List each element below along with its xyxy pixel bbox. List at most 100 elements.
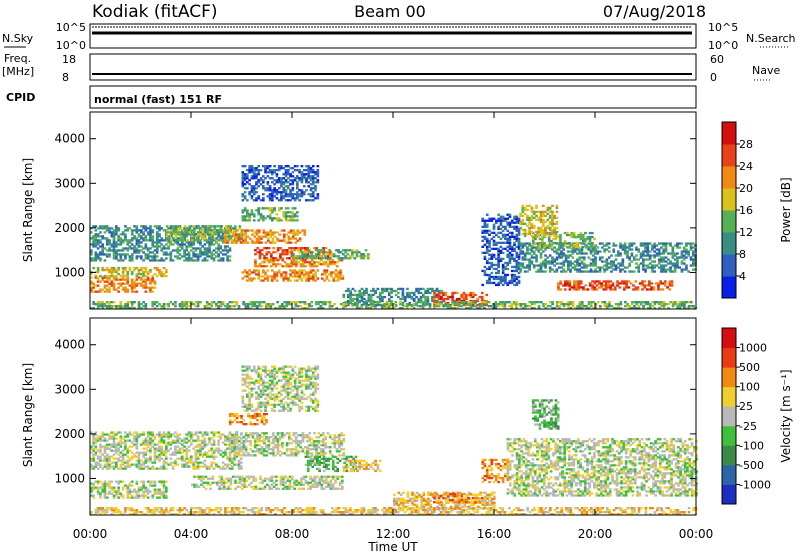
power-cell bbox=[495, 241, 498, 245]
power-cell bbox=[534, 237, 537, 241]
power-cell bbox=[219, 245, 223, 248]
power-cell bbox=[355, 307, 359, 310]
power-cell bbox=[378, 303, 382, 307]
velocity-cell bbox=[142, 467, 145, 470]
power-cell bbox=[683, 303, 686, 306]
power-cell bbox=[548, 232, 552, 236]
velocity-cell bbox=[160, 445, 164, 448]
power-cell bbox=[542, 222, 545, 226]
power-cell bbox=[210, 303, 214, 306]
power-cell bbox=[526, 214, 529, 218]
power-cell bbox=[181, 235, 185, 238]
power-cell bbox=[563, 239, 567, 243]
power-cell bbox=[394, 293, 398, 297]
power-cell bbox=[399, 297, 402, 301]
power-cell bbox=[274, 265, 278, 268]
power-cell bbox=[623, 248, 627, 251]
power-cell bbox=[305, 277, 308, 280]
power-cell bbox=[313, 263, 316, 266]
power-cell bbox=[305, 173, 308, 176]
velocity-cell bbox=[149, 447, 152, 450]
power-cell bbox=[180, 307, 184, 310]
velocity-cell bbox=[130, 463, 134, 466]
power-cell bbox=[565, 303, 568, 306]
power-cell bbox=[213, 231, 217, 234]
power-cell bbox=[293, 271, 297, 274]
power-cell bbox=[286, 207, 290, 210]
velocity-cell bbox=[176, 457, 180, 460]
power-cell bbox=[598, 280, 601, 283]
power-cell bbox=[250, 195, 254, 198]
power-cell bbox=[334, 269, 338, 272]
power-cell bbox=[548, 262, 552, 265]
power-cell bbox=[128, 245, 132, 248]
power-cell bbox=[342, 303, 345, 306]
power-cell bbox=[604, 288, 608, 291]
power-cell bbox=[264, 189, 267, 192]
velocity-cell bbox=[171, 461, 175, 464]
power-cell bbox=[369, 301, 373, 304]
power-cell bbox=[190, 249, 193, 252]
power-cell bbox=[680, 250, 684, 253]
power-cell bbox=[476, 297, 479, 301]
power-cell bbox=[492, 255, 496, 259]
power-cell bbox=[657, 250, 661, 253]
power-cell bbox=[248, 191, 251, 194]
power-cell bbox=[378, 293, 382, 297]
power-cell bbox=[183, 229, 187, 232]
power-cell bbox=[110, 272, 114, 276]
power-cell bbox=[428, 287, 432, 291]
power-cell bbox=[223, 239, 227, 242]
power-cell bbox=[275, 191, 279, 194]
power-cell bbox=[295, 261, 298, 264]
power-cell bbox=[135, 255, 139, 258]
power-cell bbox=[135, 229, 139, 232]
velocity-cell bbox=[124, 443, 127, 446]
power-region bbox=[90, 276, 157, 293]
power-cell bbox=[294, 255, 297, 258]
power-cell bbox=[553, 226, 556, 230]
power-cell bbox=[323, 251, 327, 254]
power-cell bbox=[286, 165, 290, 168]
power-cell bbox=[618, 282, 622, 285]
power-cell bbox=[268, 197, 272, 200]
power-cell bbox=[555, 262, 559, 265]
velocity-cell bbox=[151, 480, 155, 483]
power-cell bbox=[267, 247, 271, 250]
power-cell bbox=[444, 291, 448, 295]
power-cell bbox=[277, 187, 281, 190]
power-cell bbox=[676, 246, 679, 249]
power-cell bbox=[268, 199, 272, 202]
power-cell bbox=[555, 303, 559, 306]
power-cell bbox=[390, 289, 393, 293]
power-cell bbox=[149, 231, 152, 234]
velocity-cell bbox=[115, 457, 118, 460]
velocity-cell bbox=[94, 463, 98, 466]
power-cell bbox=[576, 307, 579, 310]
velocity-cell bbox=[155, 457, 159, 460]
velocity-cell bbox=[101, 431, 105, 434]
power-cell bbox=[630, 307, 634, 310]
power-cell bbox=[284, 275, 288, 278]
power-cell bbox=[601, 256, 604, 259]
power-cell bbox=[228, 247, 232, 250]
power-cell bbox=[174, 235, 178, 238]
power-cell bbox=[577, 282, 581, 285]
power-cell bbox=[124, 233, 127, 236]
power-cell bbox=[146, 255, 150, 258]
power-cell bbox=[130, 233, 134, 236]
power-cell bbox=[149, 282, 152, 285]
power-cell bbox=[277, 209, 281, 212]
power-cell bbox=[256, 251, 260, 254]
velocity-cell bbox=[128, 496, 132, 499]
power-cell bbox=[192, 237, 195, 240]
power-cell bbox=[521, 303, 525, 306]
power-cell bbox=[282, 215, 286, 218]
power-cell bbox=[623, 288, 626, 291]
power-region bbox=[481, 213, 521, 287]
power-cell bbox=[553, 246, 556, 249]
power-cell bbox=[277, 199, 281, 202]
power-cell bbox=[121, 288, 125, 291]
power-cell bbox=[521, 264, 525, 267]
power-cell bbox=[149, 270, 152, 274]
